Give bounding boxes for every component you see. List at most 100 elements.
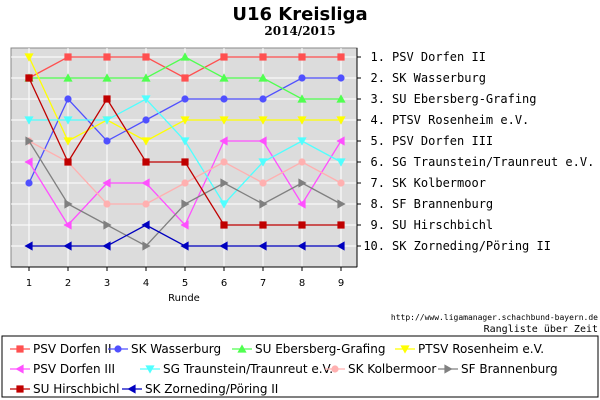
data-point — [25, 136, 34, 146]
data-point — [180, 241, 189, 251]
data-point — [24, 157, 33, 167]
data-point — [337, 199, 346, 209]
rank-team-name: SG Traunstein/Traunreut e.V. — [392, 155, 594, 169]
data-point — [219, 116, 229, 125]
rank-number: 4. — [371, 113, 385, 127]
data-point — [336, 136, 345, 146]
legend-marker — [444, 364, 453, 374]
data-point — [102, 73, 112, 82]
rank-number: 10. — [363, 239, 385, 253]
data-point — [336, 116, 346, 125]
legend-label: SK Wasserburg — [131, 342, 221, 356]
legend-label: SU Hirschbichl — [33, 382, 119, 396]
data-point — [180, 220, 189, 230]
x-tick-label: 6 — [221, 278, 227, 289]
data-point — [259, 53, 267, 61]
data-point — [297, 137, 307, 146]
legend: PSV Dorfen II SK Wasserburg SU Ebersberg-G… — [10, 342, 558, 396]
data-point — [336, 241, 345, 251]
data-point — [219, 241, 228, 251]
data-point — [142, 116, 150, 124]
series-9 — [25, 74, 345, 229]
data-point — [63, 73, 73, 82]
legend-label: PTSV Rosenheim e.V. — [418, 342, 544, 356]
data-point — [64, 53, 72, 61]
data-point — [24, 116, 34, 125]
rank-team-name: SU Hirschbichl — [392, 218, 493, 232]
data-point — [298, 221, 306, 229]
legend-item-4: PTSV Rosenheim e.V. — [395, 342, 544, 356]
data-point — [180, 116, 190, 125]
series-8 — [25, 136, 346, 251]
legend-item-5: PSV Dorfen III — [10, 362, 115, 376]
data-point — [103, 200, 111, 208]
rank-team-name: PTSV Rosenheim e.V. — [392, 113, 529, 127]
data-point — [258, 136, 267, 146]
legend-marker — [16, 385, 24, 393]
data-point — [181, 179, 189, 187]
legend-label: PSV Dorfen II — [33, 342, 112, 356]
data-point — [63, 220, 72, 230]
rank-team-name: SK Kolbermoor — [392, 176, 486, 190]
legend-item-10: SK Zorneding/Pöring II — [122, 382, 278, 396]
legend-label: SF Brannenburg — [461, 362, 558, 376]
legend-label: SK Kolbermoor — [348, 362, 436, 376]
data-point — [180, 52, 190, 61]
axes: 1 2 3 4 5 6 7 8 9 — [11, 48, 361, 289]
series-layer — [24, 52, 346, 251]
data-point — [102, 178, 111, 188]
data-point — [24, 53, 34, 62]
rank-team-name: SK Wasserburg — [392, 71, 486, 85]
data-point — [141, 95, 151, 104]
x-tick-label: 2 — [65, 278, 71, 289]
chart-subtitle: 2014/2015 — [264, 24, 335, 38]
data-point — [219, 200, 229, 209]
data-point — [142, 200, 150, 208]
legend-marker — [237, 344, 247, 353]
legend-item-1: PSV Dorfen II — [10, 342, 112, 356]
data-point — [103, 95, 111, 103]
series-6 — [24, 95, 346, 209]
legend-label: PSV Dorfen III — [33, 362, 115, 376]
data-point — [25, 179, 33, 187]
rank-labels: 1. PSV Dorfen II 2. SK Wasserburg 3. SU Ebers… — [363, 50, 594, 253]
source-url: http://www.ligamanager.schachbund-bayern… — [391, 313, 598, 322]
rank-number: 5. — [371, 134, 385, 148]
x-axis-label: Runde — [168, 293, 200, 304]
data-point — [298, 53, 306, 61]
data-point — [259, 199, 268, 209]
data-point — [63, 116, 73, 125]
legend-item-9: SU Hirschbichl — [10, 382, 119, 396]
data-point — [298, 74, 306, 82]
rank-number: 9. — [371, 218, 385, 232]
legend-item-8: SF Brannenburg — [438, 362, 558, 376]
data-point — [63, 137, 73, 146]
rank-number: 1. — [371, 50, 385, 64]
data-point — [220, 221, 228, 229]
legend-label: SU Ebersberg-Grafing — [255, 342, 385, 356]
x-tick-label: 1 — [26, 278, 32, 289]
legend-marker — [114, 345, 122, 353]
data-point — [298, 178, 307, 188]
data-point — [63, 241, 72, 251]
data-point — [103, 53, 111, 61]
rank-team-name: SF Brannenburg — [392, 197, 493, 211]
data-point — [142, 53, 150, 61]
data-point — [180, 137, 190, 146]
data-point — [297, 116, 307, 125]
data-point — [181, 158, 189, 166]
data-point — [219, 73, 229, 82]
rank-number: 6. — [371, 155, 385, 169]
data-point — [142, 241, 151, 251]
data-point — [297, 241, 306, 251]
data-point — [258, 241, 267, 251]
data-point — [259, 221, 267, 229]
data-point — [297, 199, 306, 209]
legend-item-7: SK Kolbermoor — [325, 362, 436, 376]
data-point — [103, 220, 112, 230]
x-tick-label: 7 — [260, 278, 266, 289]
chart-caption: Rangliste über Zeit — [484, 324, 598, 335]
data-point — [258, 73, 268, 82]
data-point — [220, 178, 229, 188]
